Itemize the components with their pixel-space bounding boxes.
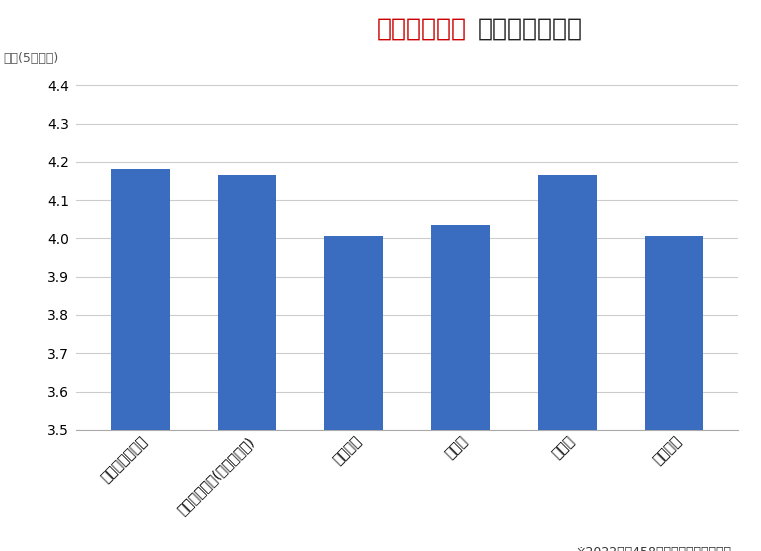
Bar: [324, 236, 383, 430]
Bar: [645, 236, 703, 430]
Text: に対する満足度: に対する満足度: [478, 17, 583, 41]
Bar: [111, 170, 170, 430]
Text: ※2022年　458社に対して調査を実施: ※2022年 458社に対して調査を実施: [575, 546, 731, 551]
Bar: [218, 175, 276, 430]
Bar: [538, 175, 597, 430]
Bar: [431, 225, 490, 430]
Text: 点数(5点満点): 点数(5点満点): [3, 52, 59, 64]
Text: 外観デザイン: 外観デザイン: [377, 17, 467, 41]
